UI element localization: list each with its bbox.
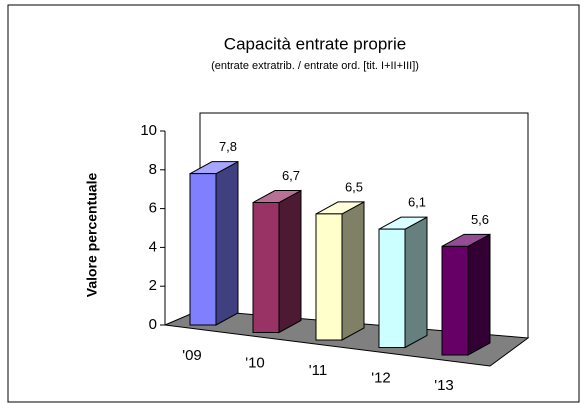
y-axis-label: Valore percentuale	[84, 173, 100, 298]
x-tick-label: '12	[371, 369, 391, 386]
bar	[315, 201, 365, 341]
value-label: 5,6	[471, 212, 489, 227]
bar-side	[215, 160, 239, 326]
x-tick-label: '09	[182, 347, 202, 364]
bar-front	[189, 173, 217, 326]
value-label: 7,8	[219, 139, 237, 154]
x-tick-label: '11	[309, 362, 327, 379]
chart-title: Capacità entrate proprie	[224, 34, 406, 53]
y-tick-label: 6	[149, 200, 157, 217]
bar-side	[467, 233, 491, 356]
bar-front	[315, 213, 343, 341]
bar	[378, 216, 428, 349]
x-tick-label: '10	[245, 354, 265, 371]
bar-side	[404, 216, 428, 349]
value-label: 6,1	[408, 195, 426, 210]
bar-side	[278, 189, 302, 334]
bar	[189, 160, 239, 326]
bar-front	[378, 228, 406, 348]
bar-front	[252, 202, 280, 333]
value-label: 6,7	[282, 168, 300, 183]
y-tick-label: 8	[149, 161, 157, 178]
y-tick-label: 0	[149, 316, 157, 333]
chart-subtitle: (entrate extratrib. / entrate ord. [tit.…	[211, 60, 419, 72]
bar	[441, 233, 491, 356]
value-label: 6,5	[345, 179, 363, 194]
bar-side	[341, 201, 365, 341]
bar	[252, 189, 302, 334]
x-tick-label: '13	[434, 377, 454, 394]
y-tick-label: 2	[149, 277, 157, 294]
y-tick-label: 10	[140, 122, 157, 139]
y-tick-label: 4	[149, 238, 157, 255]
bar-front	[441, 245, 469, 356]
